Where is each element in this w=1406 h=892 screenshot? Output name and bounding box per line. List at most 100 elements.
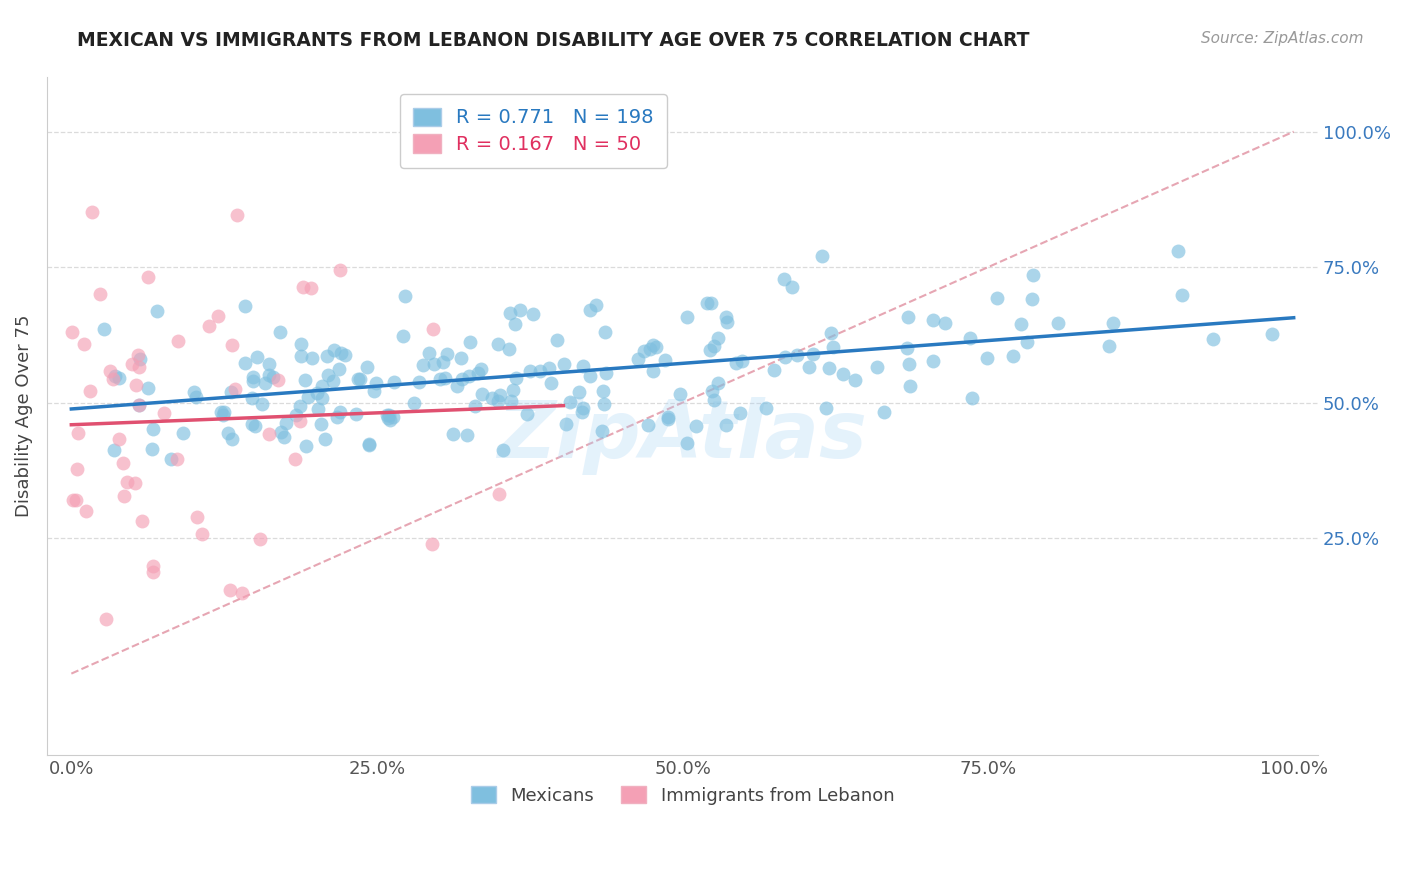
Point (136, 381, 159, 395)
Point (121, 357, 143, 371)
Point (124, 377, 146, 392)
Point (198, 318, 221, 333)
Point (330, 346, 353, 360)
Point (328, 361, 350, 376)
Point (934, 317, 956, 331)
Point (537, 360, 560, 375)
Point (844, 373, 866, 387)
Point (207, 309, 229, 323)
Point (226, 208, 249, 222)
Point (502, 384, 524, 398)
Point (714, 310, 737, 325)
Point (481, 392, 503, 406)
Text: ZipAtlas: ZipAtlas (498, 398, 868, 475)
Point (801, 347, 824, 361)
Point (498, 342, 520, 356)
Point (160, 451, 183, 466)
Point (357, 436, 380, 450)
Point (773, 272, 796, 286)
Point (262, 370, 284, 384)
Point (505, 318, 527, 332)
Point (382, 410, 405, 425)
Point (141, 558, 163, 573)
Point (725, 355, 748, 369)
Point (471, 387, 494, 401)
Point (221, 338, 243, 352)
Point (412, 358, 434, 372)
Point (212, 405, 235, 419)
Point (755, 401, 778, 415)
Point (240, 391, 263, 405)
Point (245, 418, 267, 433)
Point (273, 430, 295, 444)
Point (98, 364, 121, 378)
Point (591, 425, 613, 439)
Point (221, 432, 243, 446)
Point (896, 310, 918, 324)
Point (294, 373, 316, 387)
Point (311, 391, 333, 405)
Point (873, 405, 896, 419)
Point (488, 487, 510, 501)
Point (832, 367, 855, 381)
Point (349, 372, 371, 386)
Point (585, 298, 607, 312)
Point (142, 422, 165, 436)
Point (420, 537, 443, 551)
Point (553, 357, 575, 371)
Point (641, 364, 664, 378)
Point (356, 359, 378, 374)
Point (375, 408, 398, 422)
Point (129, 352, 152, 367)
Point (529, 363, 551, 377)
Point (253, 376, 276, 390)
Point (329, 405, 352, 419)
Point (1102, 317, 1125, 331)
Point (637, 418, 659, 433)
Point (311, 379, 333, 393)
Point (579, 368, 602, 383)
Point (153, 406, 176, 420)
Point (138, 270, 160, 285)
Point (516, 408, 538, 422)
Point (470, 362, 492, 376)
Point (246, 351, 269, 365)
Point (224, 382, 246, 396)
Point (65, 493, 87, 508)
Point (73, 336, 96, 351)
Point (450, 351, 472, 366)
Point (522, 307, 544, 321)
Point (519, 364, 541, 378)
Point (167, 334, 190, 348)
Point (250, 397, 273, 411)
Point (325, 410, 347, 425)
Point (644, 340, 666, 354)
Point (572, 359, 595, 374)
Point (433, 371, 456, 385)
Point (128, 398, 150, 412)
Y-axis label: Disability Age Over 75: Disability Age Over 75 (15, 315, 32, 517)
Point (115, 475, 138, 490)
Point (288, 399, 311, 413)
Point (555, 417, 578, 431)
Point (633, 343, 655, 358)
Point (274, 417, 297, 431)
Point (190, 527, 212, 541)
Point (344, 407, 367, 421)
Point (209, 405, 232, 419)
Point (305, 386, 328, 401)
Point (540, 376, 562, 391)
Point (378, 413, 401, 427)
Point (578, 302, 600, 317)
Point (299, 281, 322, 295)
Point (89, 286, 111, 301)
Point (457, 368, 479, 383)
Point (422, 322, 444, 336)
Point (1021, 292, 1043, 306)
Point (460, 335, 482, 350)
Point (1260, 326, 1282, 341)
Point (316, 368, 339, 382)
Point (898, 358, 921, 372)
Point (707, 376, 730, 390)
Point (66, 462, 89, 476)
